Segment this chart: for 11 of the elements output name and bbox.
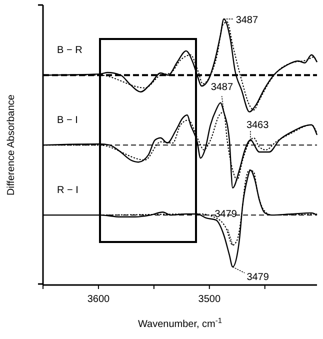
x-tick-label: 3600	[87, 294, 110, 305]
series-label: B − R	[57, 45, 82, 56]
annotation: 3463	[246, 120, 270, 132]
annotation: 3487	[236, 15, 258, 26]
x-tick-label: 3500	[198, 294, 221, 305]
annotation: 3487	[210, 82, 234, 94]
series-label: R − I	[57, 185, 78, 196]
x-axis-title: Wavenumber, cm$^{-1}$	[138, 316, 222, 330]
series-label: B − I	[57, 115, 78, 126]
y-axis-title: Difference Absorbance	[6, 94, 17, 196]
annotation: 3479	[246, 272, 270, 283]
